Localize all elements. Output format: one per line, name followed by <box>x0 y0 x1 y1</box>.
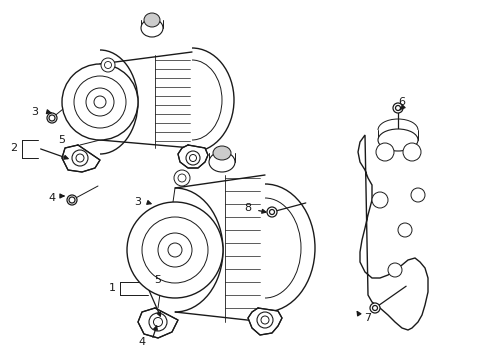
Ellipse shape <box>142 217 207 283</box>
Ellipse shape <box>67 195 77 205</box>
Ellipse shape <box>397 223 411 237</box>
Ellipse shape <box>395 105 400 111</box>
Polygon shape <box>357 135 427 330</box>
Text: 3: 3 <box>31 107 39 117</box>
Ellipse shape <box>149 313 167 331</box>
Ellipse shape <box>178 174 185 182</box>
Ellipse shape <box>372 306 377 310</box>
Ellipse shape <box>69 197 75 203</box>
Ellipse shape <box>387 263 401 277</box>
Ellipse shape <box>127 202 223 298</box>
Polygon shape <box>132 158 334 322</box>
Ellipse shape <box>168 243 182 257</box>
Ellipse shape <box>47 113 57 123</box>
Text: 7: 7 <box>364 313 371 323</box>
Text: 3: 3 <box>134 197 141 207</box>
Text: 5: 5 <box>154 275 161 285</box>
Ellipse shape <box>158 233 192 267</box>
Ellipse shape <box>213 146 230 160</box>
Polygon shape <box>62 145 100 172</box>
Ellipse shape <box>62 64 138 140</box>
Ellipse shape <box>76 154 84 162</box>
Polygon shape <box>247 308 282 335</box>
Text: 2: 2 <box>10 143 18 153</box>
Ellipse shape <box>74 76 126 128</box>
Ellipse shape <box>49 115 55 121</box>
Ellipse shape <box>377 129 417 151</box>
Ellipse shape <box>141 19 163 37</box>
Polygon shape <box>58 30 235 170</box>
Ellipse shape <box>185 151 200 165</box>
Ellipse shape <box>375 143 393 161</box>
Ellipse shape <box>153 318 162 327</box>
Polygon shape <box>138 308 178 338</box>
Ellipse shape <box>371 192 387 208</box>
Ellipse shape <box>72 150 88 166</box>
Text: 6: 6 <box>398 97 405 107</box>
Ellipse shape <box>257 312 272 328</box>
Ellipse shape <box>261 316 268 324</box>
Ellipse shape <box>104 62 111 68</box>
Ellipse shape <box>189 154 196 162</box>
Ellipse shape <box>94 96 106 108</box>
Ellipse shape <box>208 152 235 172</box>
Ellipse shape <box>101 58 115 72</box>
Text: 8: 8 <box>244 203 251 213</box>
Text: 4: 4 <box>48 193 56 203</box>
Polygon shape <box>178 145 207 168</box>
Text: 1: 1 <box>108 283 115 293</box>
Text: 5: 5 <box>59 135 65 145</box>
Ellipse shape <box>369 303 379 313</box>
Ellipse shape <box>266 207 276 217</box>
Ellipse shape <box>402 143 420 161</box>
Ellipse shape <box>86 88 114 116</box>
Ellipse shape <box>174 170 190 186</box>
Ellipse shape <box>143 13 160 27</box>
Ellipse shape <box>410 188 424 202</box>
Text: 4: 4 <box>138 337 145 347</box>
Ellipse shape <box>269 210 274 215</box>
Ellipse shape <box>392 103 402 113</box>
